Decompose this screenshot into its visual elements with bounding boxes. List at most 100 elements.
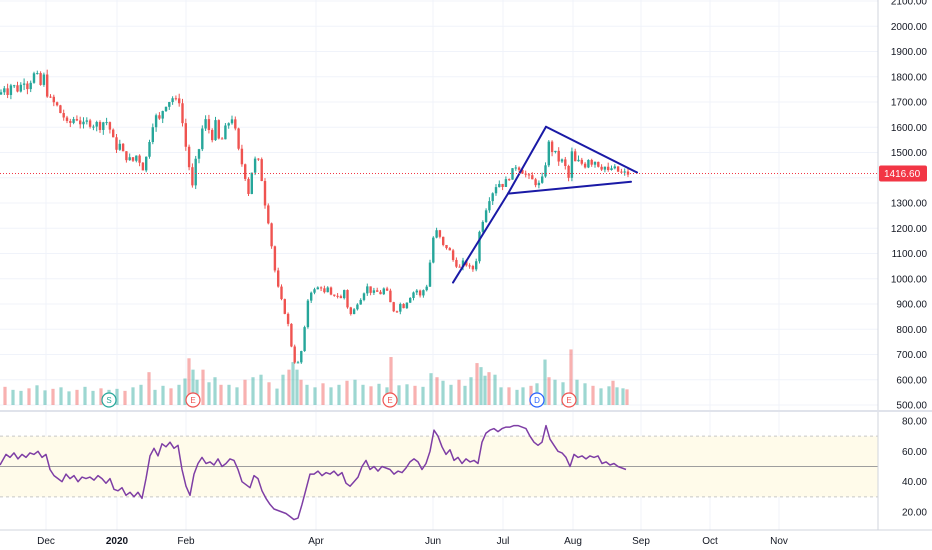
candle xyxy=(257,158,260,161)
rsi-pane[interactable] xyxy=(0,424,878,521)
candle xyxy=(194,155,197,190)
volume-bar xyxy=(3,386,7,405)
candle-body xyxy=(263,181,267,206)
time-axis[interactable]: Dec 2020 Feb Apr Jun Jul Aug Sep Oct Nov xyxy=(37,536,788,547)
volume-bar xyxy=(435,377,439,405)
volume-bar xyxy=(611,380,615,405)
volume-bar xyxy=(397,385,401,405)
candle-body xyxy=(537,182,541,186)
volume-bar xyxy=(153,389,157,405)
candle-body xyxy=(108,122,112,130)
candle xyxy=(468,263,471,269)
candle-body xyxy=(465,260,468,266)
candle xyxy=(580,157,583,166)
candle xyxy=(187,144,191,171)
candle xyxy=(362,292,366,302)
candle xyxy=(343,289,346,300)
time-tick-label: Feb xyxy=(177,536,195,547)
volume-bar xyxy=(521,387,525,405)
candle-body xyxy=(442,236,445,245)
candle-body xyxy=(455,259,458,267)
candle-body xyxy=(283,299,286,314)
candle-body xyxy=(574,151,577,162)
candle-body xyxy=(432,237,435,263)
candle xyxy=(161,110,164,124)
candle-body xyxy=(379,291,382,295)
candle xyxy=(283,298,286,315)
candle xyxy=(557,147,560,166)
candle xyxy=(445,244,448,250)
volume-bar xyxy=(51,388,55,405)
candle xyxy=(98,120,102,133)
candle-body xyxy=(303,327,306,352)
candle-body xyxy=(409,297,412,303)
candle xyxy=(481,220,484,234)
candle xyxy=(131,157,135,162)
candle-body xyxy=(478,231,481,262)
price-tick-label: 800.00 xyxy=(896,325,927,336)
candle xyxy=(178,93,181,107)
event-marker: D xyxy=(529,392,545,408)
candle-body xyxy=(310,292,313,301)
candle-body xyxy=(458,266,461,268)
volume-bar xyxy=(337,384,341,405)
candle-body xyxy=(49,96,52,98)
candle xyxy=(484,208,488,223)
candle xyxy=(422,289,425,298)
candle-body xyxy=(491,193,494,202)
candle xyxy=(382,287,385,296)
candle xyxy=(85,117,88,125)
volume-bar xyxy=(207,382,211,405)
candle-body xyxy=(280,286,283,300)
candle xyxy=(333,294,336,297)
candle xyxy=(501,183,504,191)
candle-body xyxy=(570,151,574,178)
candle xyxy=(511,168,514,180)
candle-body xyxy=(300,351,303,363)
candle-body xyxy=(471,266,475,270)
candle-body xyxy=(531,175,534,180)
volume-bar xyxy=(201,369,205,405)
candle xyxy=(32,71,36,84)
price-tick-label: 1300.00 xyxy=(891,199,928,210)
candle-body xyxy=(290,323,293,347)
candle xyxy=(577,155,580,162)
time-tick-label: Jun xyxy=(425,536,441,547)
candle-body xyxy=(346,290,349,308)
candle-body xyxy=(481,221,484,232)
candle xyxy=(52,94,55,107)
candle-body xyxy=(135,155,138,161)
candle-body xyxy=(227,123,230,126)
candle-body xyxy=(82,121,85,125)
candle-body xyxy=(115,137,118,150)
price-tick-label: 1200.00 xyxy=(891,224,928,235)
candle-body xyxy=(402,304,405,309)
candle xyxy=(158,112,161,120)
volume-bar xyxy=(353,379,357,405)
volume-bar xyxy=(515,389,519,405)
triangle-trendlines xyxy=(452,125,638,284)
candle-body xyxy=(448,248,451,251)
candle xyxy=(277,267,280,288)
candle xyxy=(359,298,362,305)
candle xyxy=(145,156,148,173)
candle xyxy=(191,163,194,188)
volume-bar xyxy=(43,390,47,405)
volume-bar xyxy=(281,374,285,405)
volume-bar xyxy=(67,391,71,405)
rsi-axis[interactable]: 80.00 60.00 40.00 20.00 xyxy=(877,412,927,530)
volume-bar xyxy=(583,383,587,405)
candle xyxy=(42,72,46,87)
event-marker: S xyxy=(101,392,117,408)
candle-body xyxy=(613,166,616,169)
candle xyxy=(19,82,22,93)
candle-body xyxy=(382,288,385,295)
event-marker-label: E xyxy=(387,396,392,405)
candle xyxy=(326,286,329,293)
candle-body xyxy=(587,159,590,168)
candle xyxy=(154,113,158,132)
volume-bar xyxy=(499,387,503,405)
volume-bar xyxy=(75,389,79,405)
candle-body xyxy=(541,176,544,183)
candle-body xyxy=(508,179,511,181)
